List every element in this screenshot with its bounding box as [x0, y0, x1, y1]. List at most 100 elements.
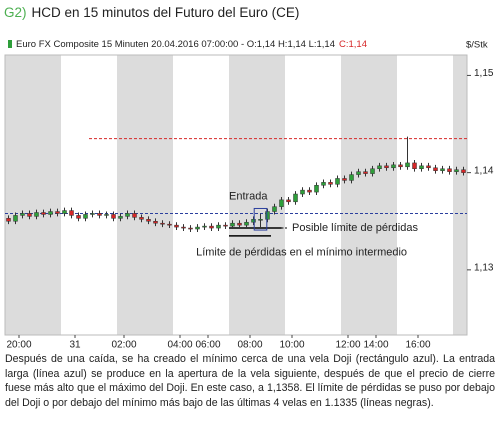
candle-body: [440, 168, 445, 171]
candle-body: [181, 226, 186, 229]
candle-body: [195, 226, 200, 230]
candle-body: [314, 185, 319, 193]
annotation: Entrada: [229, 190, 268, 202]
candle-body: [188, 227, 193, 230]
candle-body: [27, 213, 32, 217]
x-tick-label: 06:00: [195, 340, 220, 350]
candle-body: [384, 165, 389, 169]
x-tick-label: 20:00: [6, 340, 31, 350]
time-band: [5, 55, 61, 335]
candle-body: [461, 169, 466, 173]
candle-body: [412, 162, 417, 170]
candle-body: [230, 222, 235, 227]
legend: Euro FX Composite 15 Minuten 20.04.2016 …: [16, 39, 367, 50]
candle-body: [391, 164, 396, 169]
candle-body: [104, 214, 109, 216]
title-prefix: G2): [4, 5, 27, 20]
y-tick-label: 1,15: [474, 68, 494, 79]
chart: G2) HCD en 15 minutos del Futuro del Euro…: [4, 5, 494, 350]
candle-body: [265, 211, 270, 220]
candle-body: [125, 213, 130, 217]
candle-body: [258, 219, 263, 221]
candle-body: [62, 210, 67, 214]
time-band: [117, 55, 173, 335]
legend-text: Euro FX Composite 15 Minuten 20.04.2016 …: [16, 39, 335, 50]
candle-body: [90, 213, 95, 215]
candle-body: [426, 165, 431, 169]
candle-body: [398, 164, 403, 168]
candle-body: [76, 215, 81, 219]
candle-body: [97, 213, 102, 216]
candle-body: [286, 199, 291, 203]
candle-body: [356, 171, 361, 175]
candle-body: [377, 165, 382, 169]
x-tick-label: 08:00: [237, 340, 262, 350]
x-tick-label: 12:00: [335, 340, 360, 350]
candle-body: [55, 211, 60, 214]
candle-body: [6, 218, 11, 222]
candle-body: [447, 168, 452, 172]
x-tick-label: 04:00: [167, 340, 192, 350]
x-tick-label: 31: [69, 340, 81, 350]
candle-body: [69, 210, 74, 216]
candle-body: [139, 217, 144, 220]
caption: Después de una caída, se ha creado el mí…: [5, 353, 495, 409]
candle-body: [293, 193, 298, 203]
candle-body: [118, 216, 123, 219]
candle-body: [307, 189, 312, 193]
candle-body: [363, 171, 368, 174]
candle-body: [13, 215, 18, 222]
annotation: Límite de pérdidas en el mínimo intermed…: [196, 247, 407, 259]
candle-body: [34, 212, 39, 217]
candle-body: [202, 225, 207, 228]
plot-frame: [4, 54, 468, 336]
candle-body: [111, 214, 116, 219]
candle-body: [419, 165, 424, 169]
candle-body: [272, 206, 277, 212]
time-band: [453, 55, 467, 335]
x-tick-label: 14:00: [363, 340, 388, 350]
candle-body: [223, 224, 228, 227]
candle-body: [244, 221, 249, 226]
candle-body: [216, 224, 221, 229]
candle-body: [405, 162, 410, 168]
candle-body: [83, 214, 88, 219]
legend-swatch: [8, 40, 12, 48]
title-text: HCD en 15 minutos del Futuro del Euro (C…: [32, 5, 300, 20]
candle-body: [20, 213, 25, 216]
legend-close: C:1,14: [339, 39, 367, 50]
candle-body: [328, 182, 333, 185]
candle-body: [300, 189, 305, 195]
candle-body: [349, 174, 354, 181]
time-band: [229, 55, 285, 335]
x-tick-label: 02:00: [111, 340, 136, 350]
time-band: [341, 55, 397, 335]
candle-body: [167, 223, 172, 226]
candle-body: [174, 224, 179, 228]
candle-body: [132, 213, 137, 218]
candle-body: [335, 178, 340, 185]
candle-body: [433, 167, 438, 171]
y-tick-label: 1,13: [474, 263, 494, 274]
x-tick-label: 10:00: [279, 340, 304, 350]
y-unit: $/Stk: [466, 40, 488, 51]
candle-body: [251, 219, 256, 223]
candle-body: [454, 169, 459, 172]
candle-body: [146, 219, 151, 222]
candle-body: [209, 225, 214, 229]
chart-title: G2) HCD en 15 minutos del Futuro del Euro…: [4, 5, 299, 20]
candle-body: [160, 222, 165, 225]
candle-body: [321, 182, 326, 186]
candle-body: [342, 178, 347, 181]
candle-body: [237, 222, 242, 226]
candle-body: [370, 168, 375, 174]
candle-body: [41, 212, 46, 215]
candle-body: [48, 211, 53, 215]
x-tick-label: 16:00: [405, 340, 430, 350]
doji-box: [253, 207, 268, 231]
annotation: Posible límite de pérdidas: [292, 222, 418, 234]
y-tick-label: 1,14: [474, 165, 494, 176]
candle-body: [153, 221, 158, 224]
candle-body: [279, 199, 284, 207]
